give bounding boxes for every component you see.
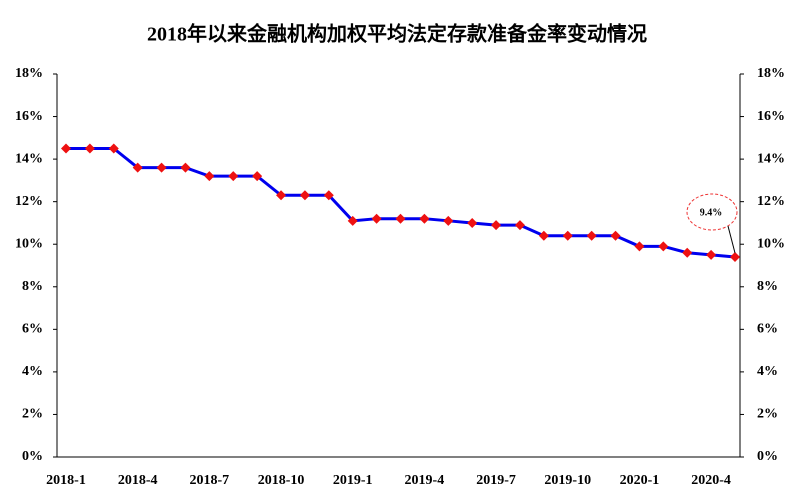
data-point (610, 230, 621, 241)
y-tick-label: 14% (15, 151, 43, 166)
x-tick-label: 2019-1 (333, 473, 373, 488)
y-tick-label: 6% (22, 322, 43, 337)
y2-tick-label: 18% (757, 66, 785, 81)
y2-tick-label: 16% (757, 109, 785, 124)
y-tick-label: 0% (22, 449, 43, 464)
y2-tick-label: 10% (757, 236, 785, 251)
data-point (299, 190, 310, 201)
data-point (132, 162, 143, 173)
y-tick-label: 2% (22, 407, 43, 422)
y2-tick-label: 14% (757, 151, 785, 166)
x-tick-label: 2019-4 (405, 473, 445, 488)
data-point (156, 162, 167, 173)
data-point (419, 213, 430, 224)
x-tick-label: 2020-1 (620, 473, 660, 488)
data-point (514, 220, 525, 231)
annotation: 9.4% (700, 207, 723, 218)
data-point (634, 241, 645, 252)
data-point (658, 241, 669, 252)
data-point (467, 217, 478, 228)
y2-tick-label: 4% (757, 364, 778, 379)
y-tick-label: 16% (15, 109, 43, 124)
data-point (682, 247, 693, 258)
y-tick-label: 4% (22, 364, 43, 379)
data-point (371, 213, 382, 224)
data-point (730, 251, 740, 262)
y-tick-label: 12% (15, 194, 43, 209)
data-point (538, 230, 549, 241)
data-point (491, 220, 502, 231)
data-point (586, 230, 597, 241)
y2-tick-label: 6% (757, 322, 778, 337)
x-tick-label: 2019-7 (476, 473, 516, 488)
x-tick-label: 2018-1 (46, 473, 86, 488)
annotation-leader (727, 225, 736, 254)
data-point (706, 249, 717, 260)
data-point (252, 171, 263, 182)
data-point (276, 190, 287, 201)
data-point (180, 162, 191, 173)
y2-tick-label: 2% (757, 407, 778, 422)
x-tick-label: 2018-4 (118, 473, 158, 488)
y2-tick-label: 12% (757, 194, 785, 209)
data-point (84, 143, 95, 154)
chart-title: 2018年以来金融机构加权平均法定存款准备金率变动情况 (147, 22, 647, 46)
data-point (323, 190, 334, 201)
data-point (228, 171, 239, 182)
y2-tick-label: 0% (757, 449, 778, 464)
x-tick-label: 2020-4 (691, 473, 731, 488)
data-point (562, 230, 573, 241)
x-tick-label: 2018-10 (258, 473, 305, 488)
y-tick-label: 8% (22, 279, 43, 294)
data-point (347, 215, 358, 226)
data-point (443, 215, 454, 226)
x-tick-label: 2018-7 (190, 473, 230, 488)
data-point (395, 213, 406, 224)
y-tick-label: 18% (15, 66, 43, 81)
y2-tick-label: 8% (757, 279, 778, 294)
x-tick-label: 2019-10 (544, 473, 591, 488)
annotation-ellipse (686, 193, 738, 231)
data-point (108, 143, 119, 154)
data-point (61, 143, 71, 154)
data-point (204, 171, 215, 182)
y-tick-label: 10% (15, 236, 43, 251)
